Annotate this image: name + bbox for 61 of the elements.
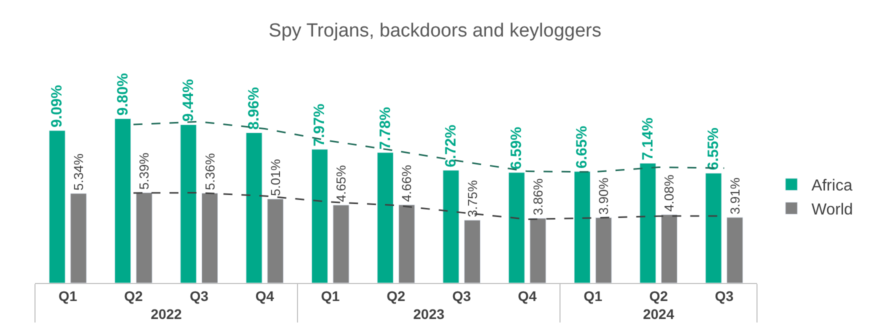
bar [332,204,350,283]
data-label: 6.65% [574,126,591,168]
data-label: 9.09% [48,85,66,128]
data-label: 7.78% [376,106,394,150]
x-tick-label: Q4 [255,288,274,304]
x-tick-label: Q4 [518,288,537,304]
x-tick-label: Q2 [124,288,143,304]
bar [508,172,525,283]
x-tick-label: Q3 [452,288,472,304]
bar [136,192,152,283]
data-label: 4.08% [662,174,677,212]
bar [70,193,87,283]
bar [311,149,328,283]
x-tick-label: Q1 [584,288,602,304]
chart-title: Spy Trojans, backdoors and keyloggers [268,20,602,42]
data-label: 5.01% [268,158,283,196]
data-label: 6.55% [705,128,722,170]
data-label: 6.59% [508,126,526,170]
data-label: 4.66% [399,164,414,202]
data-label: 3.90% [596,177,612,215]
bar [398,204,415,283]
data-label: 6.72% [442,124,460,168]
bar [595,217,612,283]
x-tick-label: Q3 [714,288,734,304]
bar [180,124,197,283]
bar [705,172,722,283]
bar [660,214,678,283]
bar [726,217,744,283]
x-tick-label: Q1 [321,288,340,304]
data-label: 3.75% [464,180,480,218]
text: 2023 [413,306,445,322]
x-tick-label: Q2 [649,288,668,304]
bar [640,163,656,283]
x-tick-label: Q2 [386,288,406,304]
x-tick-label: Q3 [190,288,209,304]
bar [114,118,132,283]
data-label: 9.80% [114,73,132,116]
legend-label: World [811,201,853,218]
bar [574,171,590,283]
data-label: 5.34% [70,153,86,190]
data-label: 8.96% [246,87,263,130]
legend-label: Africa [811,178,852,195]
data-label: 5.36% [202,152,218,190]
bar [464,220,481,283]
data-label: 9.44% [180,79,197,122]
text: 2024 [642,306,674,322]
data-label: 7.97% [311,104,328,146]
bar [530,218,546,283]
text: 2022 [150,306,182,322]
bar [377,152,394,283]
bar [202,192,218,283]
bar [48,130,66,283]
x-tick-label: Q1 [58,288,78,304]
data-label: 3.86% [530,178,546,216]
data-label: 5.39% [136,152,152,190]
bar [442,170,460,283]
bar [246,132,262,283]
data-label: 7.14% [639,118,656,160]
data-label: 4.65% [334,164,349,202]
data-label: 3.91% [727,177,742,214]
bar [267,198,284,283]
